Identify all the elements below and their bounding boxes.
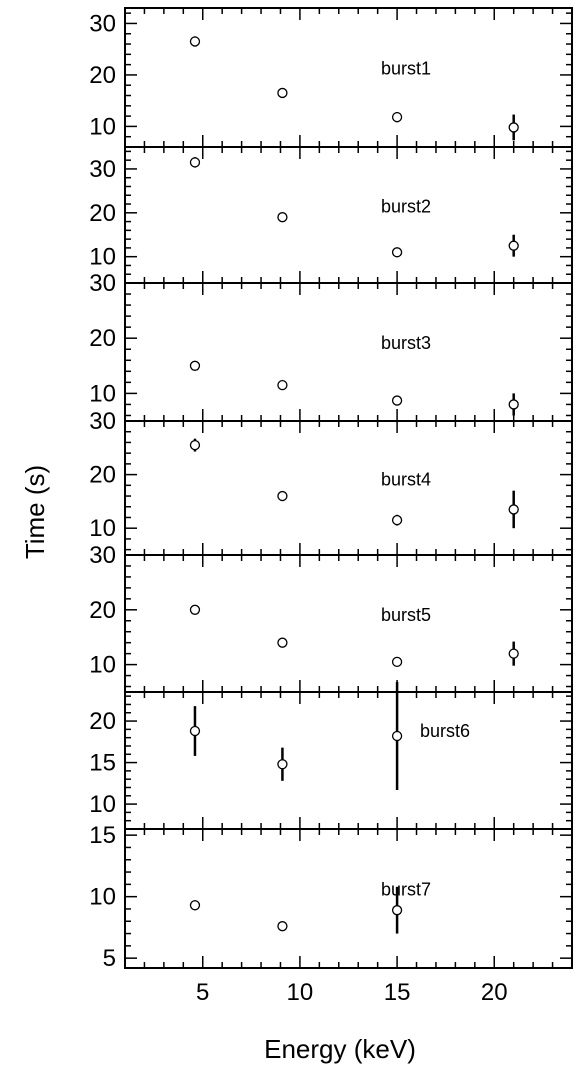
panel-label: burst6 [420,721,470,741]
data-point [391,111,403,123]
data-point [508,648,519,659]
panel-frame [124,146,573,284]
y-tick-label: 15 [89,822,116,849]
y-tick-label: 10 [89,884,116,911]
y-tick-label: 15 [89,750,116,777]
data-point [189,157,201,168]
panel-label: burst7 [381,880,431,900]
y-tick-label: 10 [89,791,116,818]
data-point [277,759,288,770]
panel-frame [124,7,573,148]
data-point [277,921,288,932]
data-point [391,247,403,258]
x-tick-label: 5 [196,979,209,1006]
y-tick-label: 30 [89,10,116,37]
y-tick-label: 20 [89,708,116,735]
data-point [391,905,403,916]
data-point [508,504,519,515]
panel-label: burst5 [381,605,431,625]
panel-label: burst2 [381,196,431,216]
panel-label: burst4 [381,469,431,489]
panel-frame [124,828,573,969]
panel-3: 10 20 30 burst3 [89,270,573,422]
panel-7: 5 10 15 burst7 [89,822,573,972]
y-tick-label: 20 [89,597,116,624]
x-axis-title: Energy (keV) [264,1034,416,1064]
panel-2: 10 20 30 burst2 [89,146,573,284]
y-tick-label: 10 [89,244,116,271]
data-point [189,360,201,371]
data-point [277,637,288,648]
y-tick-label: 10 [89,380,116,407]
data-point [189,604,201,615]
data-point [277,490,288,502]
panel-6: 10 15 20 burst6 [89,682,573,830]
y-tick-label: 30 [89,408,116,435]
data-point [391,395,403,406]
x-tick-label: 15 [384,979,411,1006]
panel-label: burst3 [381,333,431,353]
data-point [508,240,519,251]
y-tick-label: 10 [89,113,116,140]
y-tick-label: 30 [89,542,116,569]
panel-frame [124,691,573,830]
panel-frame [124,554,573,693]
panel-5: 10 20 30 burst5 [89,542,573,693]
y-tick-label: 5 [103,945,116,972]
data-point [277,87,288,99]
data-point [508,399,519,410]
x-tick-label: 20 [481,979,508,1006]
data-point [391,730,403,742]
data-point [189,900,201,911]
y-tick-label: 20 [89,325,116,352]
panel-label: burst1 [381,59,431,79]
y-tick-label: 30 [89,270,116,297]
data-point [277,212,288,223]
y-tick-label: 20 [89,62,116,89]
x-axis: 5 10 15 20 [196,979,508,1006]
panel-1: 10 20 30 burst1 [89,7,573,148]
data-point [508,122,519,133]
data-point [391,656,403,668]
y-axis-title: Time (s) [20,465,50,559]
data-point [189,725,201,737]
y-tick-label: 20 [89,462,116,489]
data-point [277,379,288,391]
panel-4: 10 20 30 burst4 [89,408,573,556]
y-tick-label: 10 [89,515,116,542]
y-tick-label: 10 [89,652,116,679]
data-point [189,36,201,47]
x-tick-label: 10 [287,979,314,1006]
y-tick-label: 20 [89,200,116,227]
panel-frame [124,282,573,422]
data-point [189,439,201,451]
data-point [391,515,403,526]
y-tick-label: 30 [89,156,116,183]
panels: 10 20 30 burst1 10 20 30 burst2 10 20 30 burst3 10 20… [89,7,573,972]
